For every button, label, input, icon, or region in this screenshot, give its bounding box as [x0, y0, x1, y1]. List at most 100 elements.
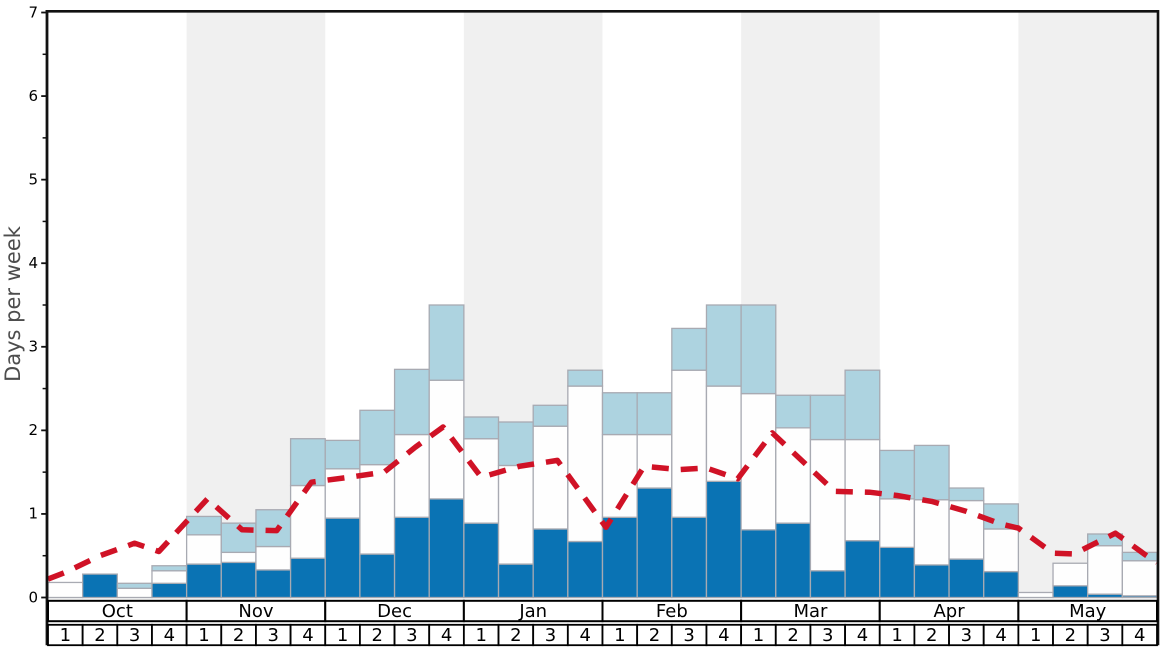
y-tick-label: 5	[28, 170, 38, 188]
y-tick-label: 4	[28, 254, 38, 272]
bar-segment-lightblue	[463, 416, 500, 440]
bar-segment-white	[359, 463, 396, 555]
bar-segment-white	[116, 587, 153, 599]
bar-segment-white	[289, 484, 326, 559]
month-cell	[1017, 599, 1158, 623]
bar-segment-white	[532, 425, 569, 530]
week-label: 4	[857, 625, 868, 646]
week-label: 2	[787, 625, 798, 646]
bar-segment-darkblue	[151, 582, 188, 599]
bar-segment-white	[983, 528, 1020, 573]
bar-segment-white	[151, 570, 188, 584]
bar-segment-darkblue	[879, 546, 916, 599]
bar-segment-lightblue	[705, 304, 742, 387]
bar-segment-lightblue	[151, 565, 188, 572]
week-label: 1	[475, 625, 486, 646]
bar-segment-white	[879, 498, 916, 549]
bar-segment-white	[428, 379, 465, 500]
bar-segment-white	[671, 369, 708, 518]
bar-segment-lightblue	[671, 327, 708, 371]
bar-segment-lightblue	[185, 515, 222, 536]
bar-segment-darkblue	[220, 561, 257, 599]
bar-segment-white	[47, 581, 84, 599]
bar-segment-white	[1121, 560, 1158, 597]
bar-segment-darkblue	[532, 528, 569, 599]
month-label: Oct	[102, 601, 133, 622]
bar-segment-darkblue	[82, 573, 118, 599]
y-tick-label: 2	[28, 421, 38, 439]
bar-segment-white	[705, 385, 742, 482]
bar-segment-lightblue	[497, 421, 534, 467]
bar-segment-lightblue	[428, 304, 465, 381]
bar-segment-white	[463, 438, 500, 524]
week-label: 2	[372, 625, 383, 646]
week-label: 4	[1134, 625, 1145, 646]
bar-segment-darkblue	[289, 557, 326, 599]
bar-segment-lightblue	[393, 368, 430, 436]
week-cell	[1121, 623, 1158, 647]
week-label: 4	[302, 625, 313, 646]
bar-segment-darkblue	[324, 517, 361, 599]
week-label: 2	[510, 625, 521, 646]
week-label: 3	[1099, 625, 1110, 646]
y-tick-label: 3	[28, 338, 38, 356]
bar-segment-darkblue	[255, 569, 292, 599]
bar-segment-darkblue	[740, 529, 777, 599]
week-label: 4	[995, 625, 1006, 646]
bar-segment-darkblue	[636, 487, 673, 599]
bar-segment-darkblue	[775, 522, 812, 599]
week-label: 4	[441, 625, 452, 646]
red-dashed-line	[47, 424, 1159, 582]
bar-segment-white	[255, 545, 292, 571]
bar-segment-white	[1087, 545, 1123, 595]
month-label: Dec	[377, 601, 412, 622]
bar-segment-white	[1017, 591, 1054, 599]
bar-segment-darkblue	[601, 516, 638, 599]
month-background-band	[1018, 12, 1157, 598]
bar-segment-lightblue	[324, 439, 361, 470]
week-label: 2	[233, 625, 244, 646]
bar-segment-lightblue	[601, 392, 638, 436]
y-axis-label: Days per week	[1, 225, 25, 382]
month-label: May	[1069, 601, 1107, 622]
month-label: Nov	[238, 601, 273, 622]
bar-segment-darkblue	[809, 570, 846, 599]
bar-segment-white	[1052, 562, 1089, 587]
bar-segment-white	[809, 438, 846, 572]
bar-segment-darkblue	[359, 553, 396, 599]
bar-segment-lightblue	[359, 409, 396, 466]
bar-segment-white	[185, 534, 222, 565]
bar-segment-lightblue	[775, 394, 812, 429]
week-label: 3	[545, 625, 556, 646]
week-label: 1	[753, 625, 764, 646]
bar-segment-lightblue	[740, 304, 777, 395]
y-tick-label: 6	[28, 87, 38, 105]
bar-segment-lightblue	[289, 438, 326, 487]
bar-segment-white	[636, 433, 673, 489]
month-label: Apr	[933, 601, 965, 622]
bar-segment-darkblue	[428, 498, 465, 599]
bar-segment-lightblue	[844, 369, 881, 441]
bar-segment-lightblue	[532, 404, 569, 427]
bar-segment-lightblue	[809, 394, 846, 441]
bar-segment-lightblue	[636, 392, 673, 436]
bar-segment-white	[220, 551, 257, 564]
bar-segment-darkblue	[497, 563, 534, 599]
week-label: 4	[579, 625, 590, 646]
bar-segment-white	[740, 392, 777, 531]
bar-segment-darkblue	[1052, 585, 1089, 599]
chart-render-layer: 0 1 2 3 4 5 6 7 Oct Nov Dec Jan Feb Mar Apr May 1 2 3 4 1 2 3 4…	[28, 3, 1160, 647]
week-label: 4	[164, 625, 175, 646]
week-label: 1	[891, 625, 902, 646]
month-label: Jan	[518, 601, 547, 622]
bar-segment-white	[913, 499, 950, 566]
bar-segment-darkblue	[567, 540, 604, 599]
bar-segment-darkblue	[983, 570, 1020, 599]
week-label: 4	[718, 625, 729, 646]
bar-segment-darkblue	[844, 540, 881, 599]
bar-segment-white	[567, 385, 604, 543]
y-tick-label: 0	[28, 588, 38, 606]
week-label: 3	[406, 625, 417, 646]
